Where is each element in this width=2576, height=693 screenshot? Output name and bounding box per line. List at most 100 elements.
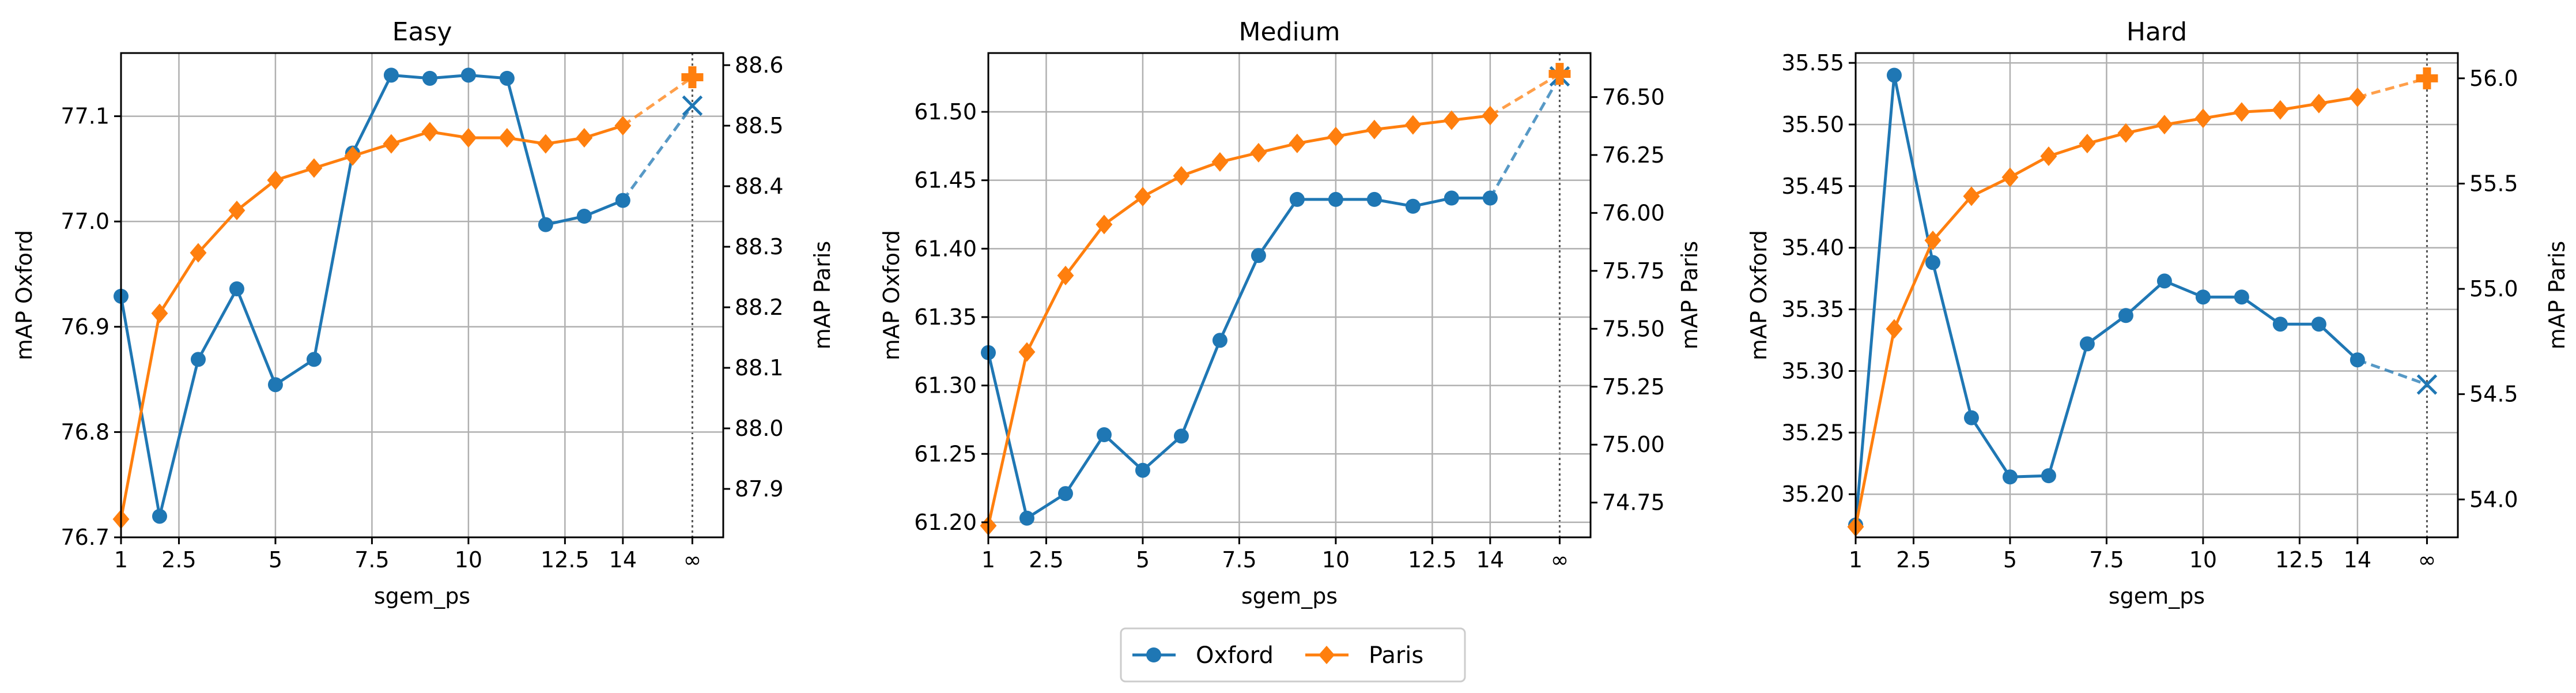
data-point-oxford	[422, 70, 437, 86]
y-right-tick-label: 54.0	[2469, 487, 2518, 512]
data-point-oxford	[1366, 191, 1382, 207]
legend-entry-oxford: Oxford	[1132, 642, 1274, 669]
x-tick-label: 7.5	[354, 547, 389, 573]
x-tick-label: 7.5	[2089, 547, 2124, 573]
y-right-tick-label: 88.2	[735, 295, 784, 320]
data-point-paris	[1134, 187, 1151, 207]
data-point-oxford	[1135, 462, 1150, 478]
y-right-tick-label: 75.00	[1602, 432, 1665, 457]
data-point-oxford	[2079, 336, 2095, 352]
data-point-oxford	[383, 67, 399, 83]
series-line-oxford	[1854, 73, 2359, 525]
y-axis-label-right: mAP Paris	[1677, 241, 1702, 349]
x-tick-label: 10	[2189, 547, 2217, 573]
y-left-tick-label: 35.55	[1781, 50, 1844, 76]
infinity-point-paris	[681, 66, 704, 88]
data-point-paris	[1289, 133, 1306, 153]
data-point-paris	[2194, 108, 2212, 129]
x-tick-label: 12.5	[1408, 547, 1457, 573]
data-point-paris	[1443, 110, 1460, 130]
data-point-paris	[1327, 126, 1344, 146]
series-extrapolation-oxford	[2356, 358, 2428, 386]
data-point-oxford	[267, 377, 283, 393]
y-left-tick-label: 61.45	[914, 168, 977, 193]
x-tick-label: ∞	[1551, 547, 1569, 573]
chart-panel-medium: 1 2.5 5 7.5 10 12.5 14 ∞61.2061.2561.3061.3561.…	[879, 17, 1702, 609]
y-left-tick-label: 35.30	[1781, 358, 1844, 383]
series-extrapolation-oxford	[621, 104, 694, 202]
data-point-oxford	[576, 209, 592, 224]
x-tick-label: 12.5	[2275, 547, 2324, 573]
x-tick-label: 1	[981, 547, 995, 573]
data-point-oxford	[229, 281, 244, 297]
x-tick-label: 14	[609, 547, 637, 573]
y-axis-label-right: mAP Paris	[2544, 241, 2570, 349]
data-point-paris	[1366, 119, 1383, 140]
y-left-tick-label: 35.50	[1781, 112, 1844, 137]
series-extrapolation-paris	[2357, 77, 2428, 99]
series-extrapolation-oxford	[1489, 76, 1561, 199]
y-right-tick-label: 55.0	[2469, 276, 2518, 302]
data-point-paris	[460, 128, 477, 148]
data-point-oxford	[1925, 255, 1940, 270]
y-left-tick-label: 61.50	[914, 99, 977, 125]
y-right-tick-label: 88.5	[735, 113, 784, 138]
y-right-tick-label: 75.50	[1602, 316, 1665, 341]
data-point-paris	[576, 128, 593, 148]
data-point-oxford	[1057, 486, 1073, 502]
data-point-paris	[2233, 102, 2250, 122]
data-point-paris	[2310, 93, 2328, 114]
data-point-oxford	[2002, 469, 2018, 485]
data-point-oxford	[1482, 190, 1498, 206]
data-point-paris	[614, 116, 632, 135]
data-point-oxford	[2041, 468, 2056, 484]
chart-panel-easy: 1 2.5 5 7.5 10 12.5 14 ∞76.776.876.977.077.187.…	[12, 17, 835, 609]
y-right-tick-label: 88.1	[735, 355, 784, 381]
data-point-paris	[1096, 214, 1113, 235]
y-left-tick-label: 76.7	[61, 525, 109, 550]
data-point-paris	[2272, 100, 2289, 120]
y-left-tick-label: 77.1	[61, 104, 109, 129]
data-point-paris	[267, 170, 284, 190]
chart-title: Medium	[1239, 17, 1340, 47]
data-point-paris	[2001, 167, 2019, 187]
data-point-paris	[1018, 342, 1036, 362]
x-tick-label: ∞	[2418, 547, 2437, 573]
data-point-oxford	[2156, 273, 2172, 289]
x-tick-label: 7.5	[1222, 547, 1256, 573]
data-point-paris	[2117, 123, 2135, 143]
data-point-oxford	[1444, 190, 1459, 206]
legend-label-paris: Paris	[1369, 642, 1423, 669]
infinity-point-oxford	[682, 95, 703, 116]
x-tick-label: 1	[114, 547, 128, 573]
x-tick-label: 2.5	[161, 547, 196, 573]
y-axis-label-right: mAP Paris	[810, 241, 835, 349]
data-point-oxford	[1963, 410, 1979, 425]
legend-label-oxford: Oxford	[1196, 642, 1274, 669]
x-tick-label: 10	[455, 547, 482, 573]
y-right-tick-label: 88.0	[735, 416, 784, 441]
data-point-paris	[151, 303, 168, 323]
y-left-tick-label: 35.25	[1781, 420, 1844, 445]
data-point-paris	[1886, 319, 1903, 339]
x-tick-label: 2.5	[1896, 547, 1931, 573]
data-point-oxford	[2234, 289, 2249, 305]
data-point-oxford	[1886, 67, 1902, 83]
y-right-tick-label: 54.5	[2469, 382, 2518, 407]
y-left-tick-label: 35.20	[1781, 481, 1844, 507]
data-point-paris	[344, 146, 361, 166]
data-point-paris	[2079, 134, 2096, 154]
legend-entry-paris: Paris	[1305, 642, 1423, 669]
chart-title: Hard	[2126, 17, 2187, 47]
x-tick-label: 2.5	[1029, 547, 1063, 573]
y-left-tick-label: 35.40	[1781, 235, 1844, 261]
legend: Oxford Paris	[1120, 627, 1466, 683]
x-axis-label: sgem_ps	[374, 583, 470, 609]
y-right-tick-label: 75.75	[1602, 258, 1665, 284]
y-right-tick-label: 88.6	[735, 52, 784, 78]
y-left-tick-label: 35.45	[1781, 174, 1844, 199]
data-point-oxford	[1173, 428, 1189, 444]
data-point-paris	[228, 201, 245, 220]
data-point-oxford	[538, 217, 553, 232]
